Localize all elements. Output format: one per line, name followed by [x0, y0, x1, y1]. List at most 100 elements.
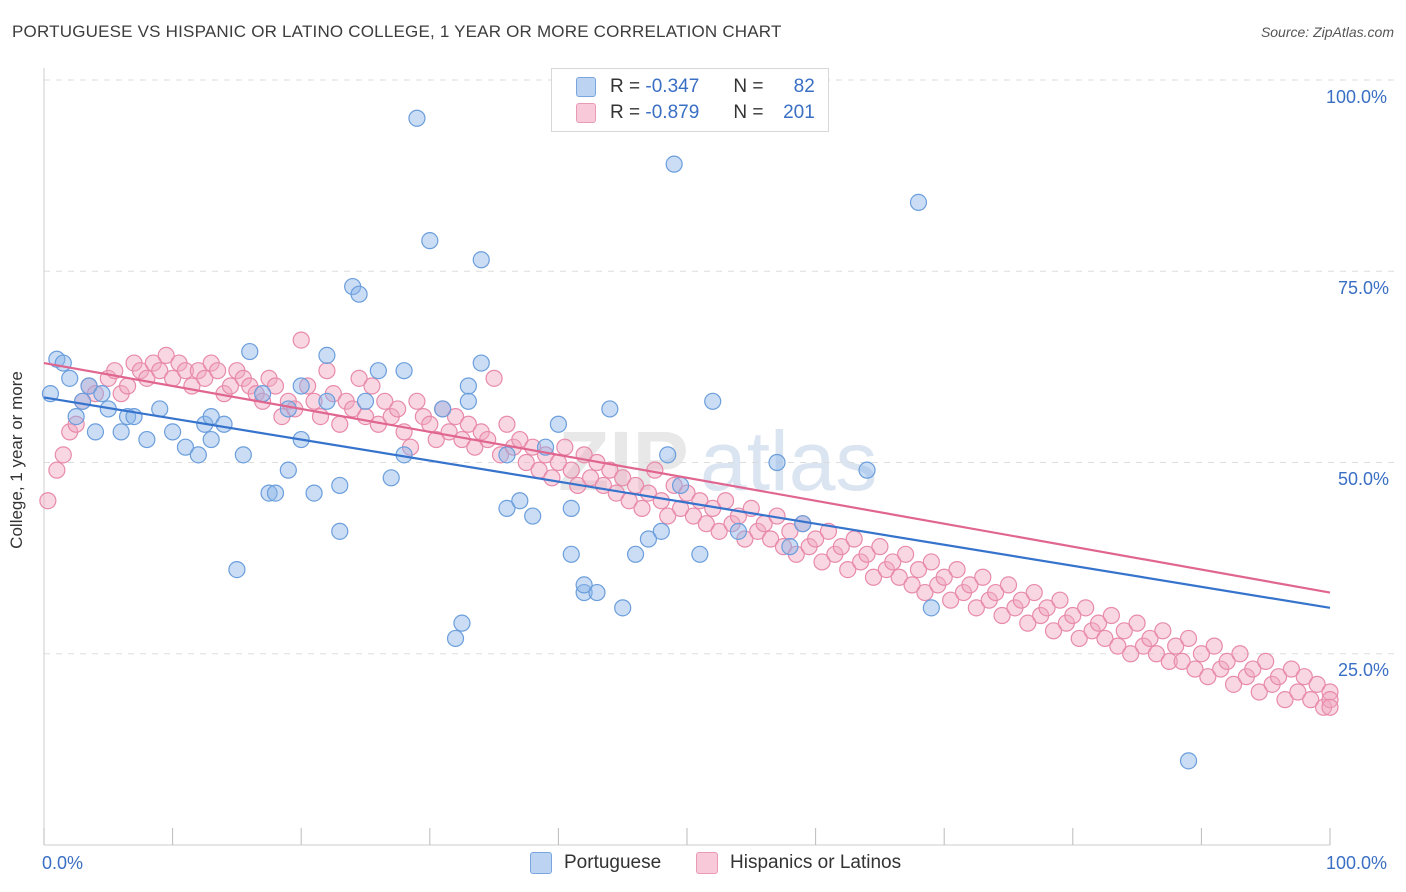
- hispanic-point: [1205, 637, 1223, 655]
- hispanic-point: [871, 538, 889, 556]
- hispanic-point: [601, 461, 619, 479]
- hispanic-point: [1179, 629, 1198, 648]
- portuguese-point: [472, 354, 490, 372]
- portuguese-point: [138, 430, 156, 449]
- hispanic-point: [633, 499, 651, 517]
- hispanic-point: [665, 476, 683, 495]
- n-label: N =: [733, 102, 764, 123]
- legend-item-portuguese: Portuguese: [530, 852, 661, 874]
- hispanic-point: [517, 453, 535, 472]
- portuguese-point: [234, 446, 252, 464]
- hispanic-point: [697, 515, 715, 533]
- portuguese-point: [922, 599, 940, 617]
- legend-label: Hispanics or Latinos: [730, 852, 902, 873]
- hispanic-point: [858, 545, 876, 563]
- hispanic-point: [1070, 629, 1088, 648]
- hispanic-point: [1160, 652, 1178, 671]
- hispanic-point: [961, 576, 979, 594]
- hispanic-point: [1038, 599, 1056, 617]
- hispanic-point: [459, 415, 477, 433]
- hispanic-point: [292, 331, 310, 349]
- portuguese-point: [639, 530, 658, 548]
- hispanic-point: [1128, 614, 1146, 632]
- hispanic-point: [781, 522, 799, 540]
- r-label: R =: [610, 76, 641, 97]
- portuguese-point: [67, 408, 85, 426]
- portuguese-point: [112, 423, 130, 441]
- hispanic-point: [266, 377, 285, 395]
- hispanic-point: [897, 545, 915, 563]
- hispanic-point: [221, 377, 240, 395]
- portuguese-point: [446, 629, 465, 648]
- hispanic-point: [845, 530, 863, 548]
- hispanic-point: [389, 400, 407, 418]
- x-tick-label: 100.0%: [1326, 853, 1388, 873]
- hispanic-point: [671, 499, 690, 517]
- portuguese-point: [472, 251, 490, 269]
- portuguese-point: [80, 377, 98, 395]
- portuguese-point: [382, 469, 400, 487]
- portuguese-point: [228, 560, 246, 579]
- portuguese-points: [41, 109, 1198, 770]
- portuguese-point: [331, 522, 349, 540]
- hispanic-point: [39, 492, 57, 510]
- portuguese-point: [781, 538, 799, 556]
- hispanic-point: [839, 560, 857, 579]
- portuguese-point: [266, 484, 285, 502]
- portuguese-point: [459, 377, 477, 395]
- hispanic-point: [922, 553, 940, 571]
- n-value: 82: [793, 76, 815, 97]
- hispanic-point: [1019, 614, 1037, 632]
- hispanic-point: [1224, 675, 1243, 693]
- hispanic-point: [1173, 652, 1191, 671]
- portuguese-point: [453, 614, 471, 632]
- y-tick-label: 50.0%: [1338, 469, 1390, 489]
- r-value: -0.879: [645, 102, 700, 123]
- hispanic-point: [761, 530, 780, 548]
- hispanic-point: [427, 430, 445, 449]
- hispanic-point: [1269, 668, 1288, 686]
- portuguese-point: [176, 438, 195, 456]
- portuguese-point: [408, 109, 426, 127]
- hispanic-point: [1192, 645, 1211, 663]
- hispanic-point: [1025, 583, 1043, 602]
- portuguese-point: [61, 369, 79, 387]
- hispanic-point: [1141, 629, 1159, 648]
- hispanic-point: [1044, 622, 1063, 640]
- portuguese-point: [93, 385, 111, 403]
- portuguese-point: [292, 377, 310, 395]
- hispanic-point: [659, 507, 677, 525]
- portuguese-point: [768, 453, 786, 472]
- hispanic-point: [485, 369, 503, 387]
- portuguese-point: [369, 362, 387, 380]
- hispanic-point: [543, 469, 561, 487]
- portuguese-point: [318, 346, 336, 364]
- y-tick-label: 25.0%: [1338, 660, 1390, 680]
- hispanic-point: [1064, 606, 1082, 625]
- hispanic-point: [884, 553, 902, 571]
- hispanic-point: [774, 538, 793, 556]
- portuguese-point: [626, 545, 645, 563]
- hispanic-point: [909, 560, 928, 579]
- hispanic-point: [1257, 652, 1275, 671]
- portuguese-point: [909, 193, 928, 211]
- hispanic-points: [39, 331, 1339, 716]
- portuguese-point: [498, 499, 516, 517]
- hispanic-point: [491, 446, 510, 464]
- portuguese-point: [305, 484, 323, 502]
- hispanic-point: [446, 408, 465, 426]
- legend-label: Portuguese: [564, 852, 662, 873]
- y-axis-label: College, 1 year or more: [7, 371, 26, 549]
- portuguese-point: [652, 522, 670, 540]
- portuguese-point: [54, 354, 72, 372]
- n-value: 201: [783, 102, 815, 123]
- hispanic-point: [1147, 645, 1165, 663]
- r-value: -0.347: [645, 76, 700, 97]
- hispanic-point: [993, 606, 1011, 625]
- portuguese-point: [498, 446, 516, 464]
- hispanic-point: [196, 369, 214, 387]
- hispanic-point: [1321, 698, 1339, 716]
- hispanic-point: [832, 538, 850, 556]
- hispanic-trend-line: [43, 361, 1331, 594]
- portuguese-point: [588, 583, 606, 602]
